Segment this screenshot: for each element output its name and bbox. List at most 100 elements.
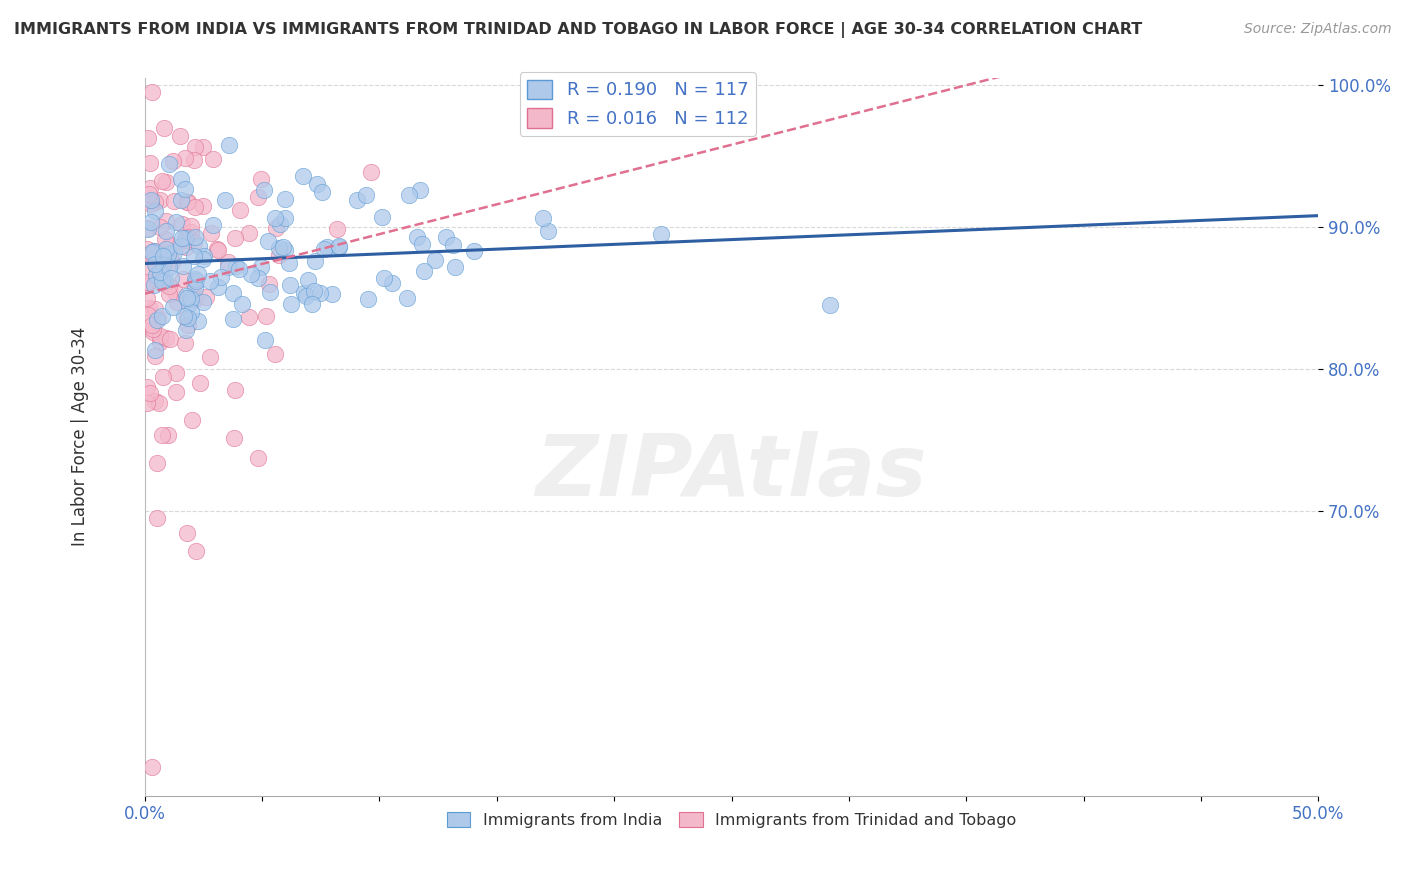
Point (231, 297, 253, 311)
Point (257, 234, 280, 248)
Point (136, 276, 159, 290)
Point (155, 254, 177, 268)
Point (170, 231, 193, 245)
Point (269, 242, 291, 256)
Point (200, 350, 222, 364)
Point (222, 285, 245, 300)
Point (174, 233, 197, 247)
Point (297, 273, 319, 287)
Point (176, 311, 198, 326)
Point (184, 281, 207, 295)
Point (328, 240, 350, 254)
Point (818, 298, 841, 312)
Point (156, 247, 179, 261)
Point (143, 302, 166, 317)
Point (531, 211, 554, 226)
Point (224, 383, 246, 397)
Point (150, 309, 173, 323)
Point (170, 239, 193, 253)
Point (409, 183, 432, 197)
Point (537, 224, 560, 238)
Point (150, 268, 173, 283)
Point (188, 376, 211, 391)
Point (138, 301, 160, 316)
Point (141, 247, 163, 261)
Point (463, 244, 485, 259)
Point (441, 237, 464, 252)
Point (202, 218, 225, 232)
Point (155, 224, 177, 238)
Point (141, 760, 163, 774)
Point (187, 239, 209, 253)
Point (165, 366, 187, 380)
Point (152, 427, 174, 442)
Point (163, 194, 186, 208)
Point (141, 318, 163, 332)
Point (186, 544, 208, 558)
Point (246, 190, 269, 204)
Point (138, 187, 160, 202)
Point (176, 323, 198, 337)
Point (321, 287, 343, 301)
Point (143, 244, 166, 259)
Point (155, 243, 177, 257)
Point (145, 268, 167, 282)
Point (217, 255, 239, 269)
Point (202, 152, 225, 166)
Point (170, 217, 193, 231)
Point (239, 268, 262, 282)
Point (180, 292, 202, 306)
Point (174, 335, 197, 350)
Point (373, 271, 395, 285)
Point (159, 270, 181, 285)
Point (311, 185, 333, 199)
Point (264, 220, 287, 235)
Point (304, 254, 326, 268)
Point (405, 229, 427, 244)
Point (150, 173, 173, 187)
Point (381, 277, 404, 291)
Point (155, 175, 177, 189)
Point (269, 217, 291, 231)
Point (259, 285, 281, 299)
Text: ZIPAtlas: ZIPAtlas (536, 431, 928, 514)
Point (360, 165, 382, 179)
Point (304, 284, 326, 298)
Point (139, 194, 162, 208)
Point (187, 314, 209, 328)
Point (254, 309, 277, 323)
Point (357, 292, 380, 306)
Point (194, 290, 217, 304)
Point (191, 252, 214, 266)
Point (163, 285, 186, 299)
Point (136, 263, 159, 277)
Point (157, 286, 180, 301)
Point (145, 511, 167, 525)
Point (146, 456, 169, 470)
Point (136, 222, 159, 236)
Point (143, 394, 166, 409)
Point (138, 247, 160, 261)
Point (183, 235, 205, 250)
Point (149, 334, 172, 349)
Point (174, 240, 197, 254)
Point (278, 256, 301, 270)
Point (176, 525, 198, 540)
Point (269, 248, 291, 262)
Point (184, 140, 207, 154)
Point (143, 350, 166, 364)
Point (217, 260, 239, 274)
Point (183, 249, 205, 263)
Point (246, 450, 269, 465)
Point (176, 194, 198, 209)
Point (176, 310, 198, 325)
Point (136, 220, 159, 235)
Point (156, 428, 179, 442)
Point (170, 172, 193, 186)
Point (149, 265, 172, 279)
Point (139, 215, 162, 229)
Point (157, 278, 180, 293)
Point (153, 273, 176, 287)
Point (273, 243, 295, 257)
Point (136, 131, 159, 145)
